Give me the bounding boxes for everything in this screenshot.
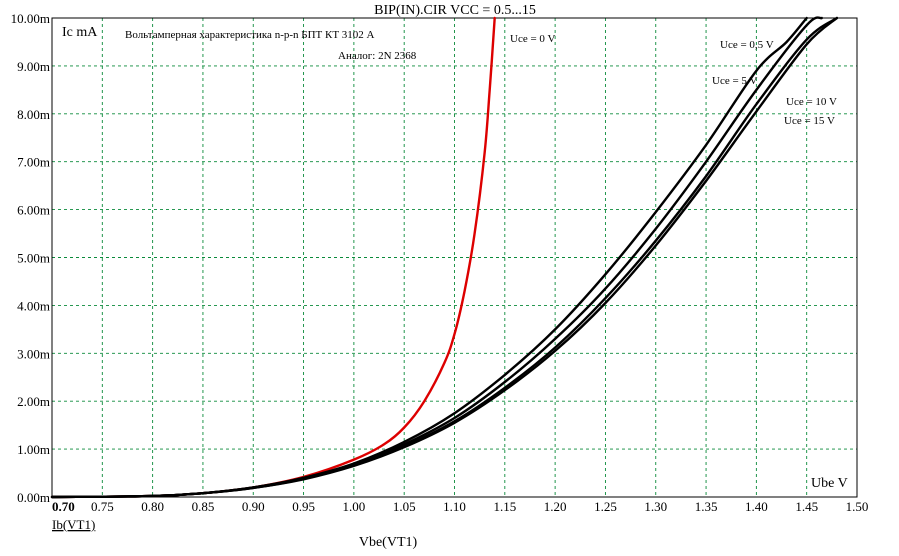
- x-tick-label: 0.85: [192, 499, 215, 514]
- x-tick-label: 1.30: [644, 499, 667, 514]
- x-axis-label: Vbe(VT1): [359, 535, 418, 550]
- series-label-uce-15: Uce = 15 V: [784, 115, 835, 127]
- y-tick-label: 6.00m: [17, 203, 50, 218]
- y-tick-label: 5.00m: [17, 251, 50, 266]
- description-text: Вольтамперная характеристика n-p-n БПТ К…: [125, 29, 375, 41]
- x-tick-labels: 0.70 0.75 0.80 0.85 0.90 0.95 1.00 1.05 1.10 1.15…: [52, 499, 868, 514]
- x-tick-label: 1.20: [544, 499, 567, 514]
- x-tick-label: 1.40: [745, 499, 768, 514]
- y-tick-label: 3.00m: [17, 346, 50, 361]
- series-label-uce-0: Uce = 0 V: [510, 33, 555, 45]
- series-label-uce-5: Uce = 5 V: [712, 75, 757, 87]
- y-tick-label: 9.00m: [17, 59, 50, 74]
- x-tick-label: 0.95: [292, 499, 315, 514]
- x-tick-label: 0.90: [242, 499, 265, 514]
- y-tick-label: 8.00m: [17, 107, 50, 122]
- x-tick-label: 0.70: [52, 499, 75, 514]
- analog-text: Аналог: 2N 2368: [338, 50, 417, 62]
- x-tick-label: 1.35: [695, 499, 718, 514]
- chart-title: BIP(IN).CIR VCC = 0.5...15: [374, 3, 536, 18]
- plot-frame: [51, 17, 858, 498]
- x-tick-label: 0.80: [141, 499, 164, 514]
- x-tick-label: 1.00: [343, 499, 366, 514]
- series-line-1: [50, 16, 808, 499]
- y-tick-labels: 0.00m 1.00m 2.00m 3.00m 4.00m 5.00m 6.00m 7.00m…: [11, 11, 50, 505]
- x-probe-label: Ib(VT1): [52, 517, 95, 532]
- x-tick-label: 1.50: [846, 499, 869, 514]
- y-tick-label: 4.00m: [17, 298, 50, 313]
- series-curves: [50, 16, 839, 499]
- y-tick-label: 0.00m: [17, 490, 50, 505]
- series-label-uce-10: Uce = 10 V: [786, 96, 837, 108]
- series-label-uce-0-5: Uce = 0,5 V: [720, 39, 774, 51]
- y-tick-label: 1.00m: [17, 442, 50, 457]
- y-tick-label: 7.00m: [17, 155, 50, 170]
- y-axis-label: Ic mA: [62, 25, 98, 40]
- x-tick-label: 1.25: [594, 499, 617, 514]
- y-tick-label: 10.00m: [11, 11, 50, 26]
- x-tick-label: 1.05: [393, 499, 416, 514]
- x-tick-label: 1.10: [443, 499, 466, 514]
- x-tick-label: 0.75: [91, 499, 114, 514]
- x-unit-label: Ube V: [811, 476, 848, 491]
- y-tick-label: 2.00m: [17, 394, 50, 409]
- series-line-4: [50, 16, 839, 499]
- x-tick-label: 1.45: [795, 499, 818, 514]
- x-tick-label: 1.15: [493, 499, 516, 514]
- grid: [52, 18, 857, 497]
